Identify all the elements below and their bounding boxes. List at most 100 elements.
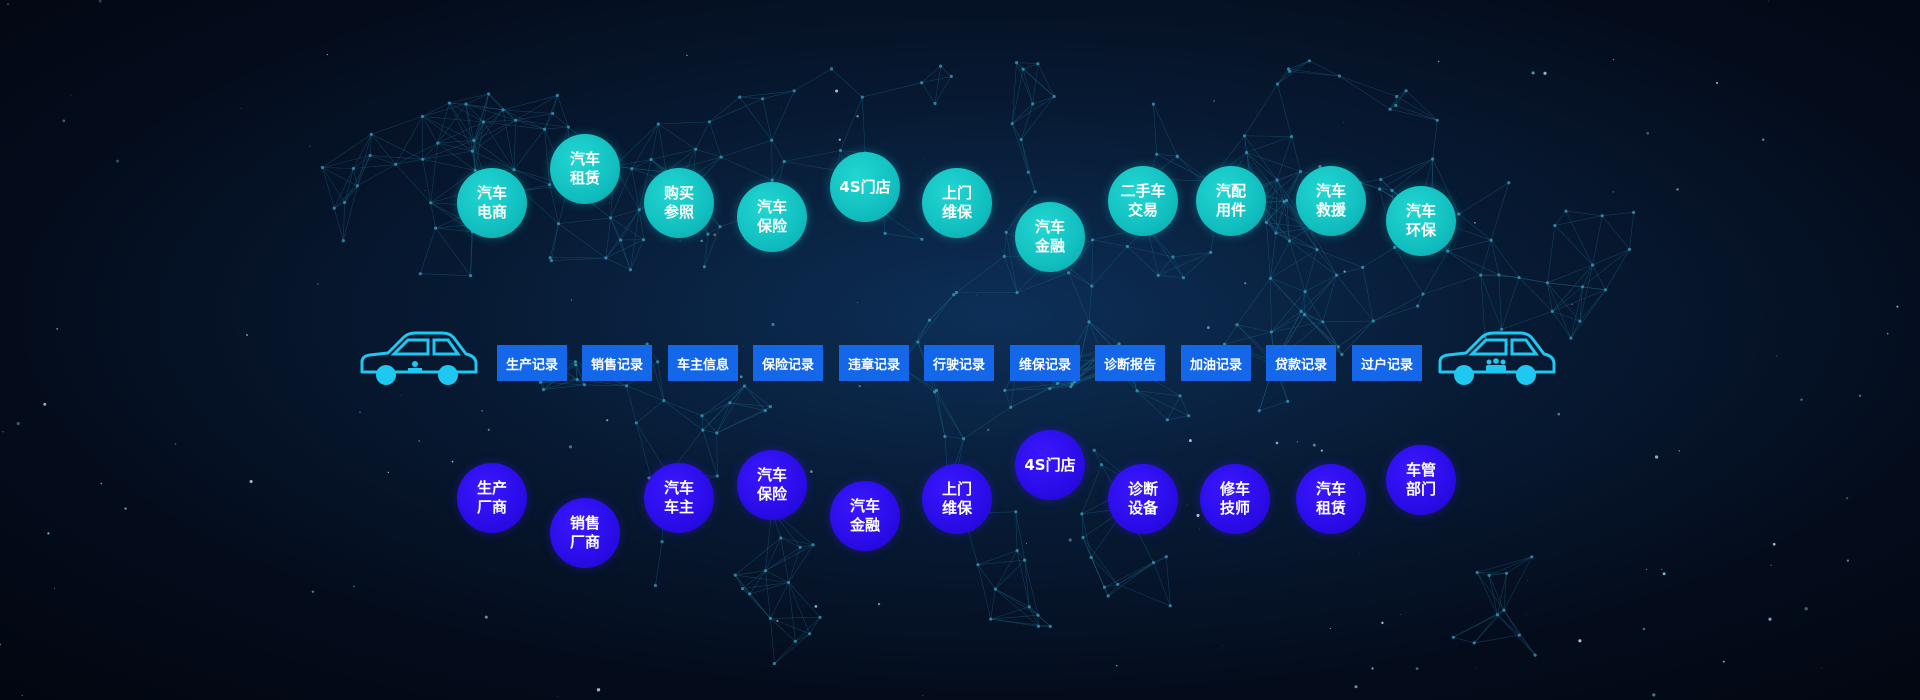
- service-bubble-car-environmental[interactable]: 汽车 环保: [1386, 186, 1456, 256]
- network-link: [1016, 272, 1069, 293]
- network-link: [437, 140, 474, 144]
- network-link: [1004, 390, 1011, 408]
- network-link: [1488, 575, 1505, 611]
- network-link: [885, 233, 922, 240]
- record-violation[interactable]: 违章记录: [839, 345, 909, 381]
- network-link: [1246, 152, 1285, 202]
- network-link: [422, 102, 450, 117]
- service-bubble-car-rental[interactable]: 汽车 租赁: [550, 134, 620, 204]
- network-node: [738, 95, 742, 99]
- party-bubble-car-finance[interactable]: 汽车 金融: [830, 481, 900, 551]
- network-link: [1458, 182, 1509, 215]
- network-link: [1498, 274, 1502, 330]
- party-bubble-diagnostic-device[interactable]: 诊断 设备: [1108, 464, 1178, 534]
- network-node: [1286, 399, 1290, 403]
- network-link: [344, 155, 371, 203]
- record-transfer[interactable]: 过户记录: [1352, 345, 1422, 381]
- network-link: [422, 159, 476, 171]
- star: [1275, 441, 1279, 445]
- service-bubble-car-finance[interactable]: 汽车 金融: [1015, 202, 1085, 272]
- service-bubble-used-car-trade[interactable]: 二手车 交易: [1108, 166, 1178, 236]
- network-node: [551, 111, 555, 116]
- service-bubble-4s-store[interactable]: 4S门店: [830, 152, 900, 222]
- network-node: [1155, 152, 1159, 156]
- network-link: [420, 228, 436, 274]
- network-link: [663, 400, 703, 431]
- network-node: [1393, 245, 1397, 250]
- record-production[interactable]: 生产记录: [497, 345, 567, 381]
- network-link: [620, 239, 631, 270]
- network-link: [1117, 562, 1154, 585]
- party-bubble-dealer[interactable]: 销售 厂商: [550, 498, 620, 568]
- party-bubble-car-insurance[interactable]: 汽车 保险: [737, 450, 807, 520]
- service-bubble-home-maintenance[interactable]: 上门 维保: [922, 168, 992, 238]
- party-bubble-car-rental[interactable]: 汽车 租赁: [1296, 464, 1366, 534]
- service-bubble-car-ecommerce[interactable]: 汽车 电商: [457, 168, 527, 238]
- record-maintenance[interactable]: 维保记录: [1010, 345, 1080, 381]
- service-bubble-purchase-reference[interactable]: 购买 参照: [644, 168, 714, 238]
- network-node: [1090, 284, 1094, 288]
- network-link: [1137, 390, 1181, 397]
- network-node: [838, 148, 843, 153]
- network-node: [798, 545, 802, 549]
- network-node: [1151, 102, 1155, 106]
- network-link: [1022, 63, 1039, 70]
- party-bubble-vehicle-admin[interactable]: 车管 部门: [1386, 445, 1456, 515]
- star: [1762, 138, 1765, 141]
- network-link: [749, 570, 766, 595]
- star: [1557, 412, 1561, 416]
- network-link: [1005, 191, 1036, 233]
- party-bubble-car-owner[interactable]: 汽车 车主: [644, 463, 714, 533]
- network-link: [1015, 511, 1025, 561]
- record-loan[interactable]: 贷款记录: [1266, 345, 1336, 381]
- party-bubble-4s-store[interactable]: 4S门店: [1015, 430, 1085, 500]
- network-link: [1309, 60, 1340, 77]
- record-insurance[interactable]: 保险记录: [753, 345, 823, 381]
- network-node: [481, 120, 486, 124]
- network-link: [1091, 239, 1093, 287]
- network-link: [1417, 293, 1424, 307]
- network-link: [977, 564, 991, 620]
- network-link: [716, 385, 745, 434]
- network-link: [1552, 286, 1583, 312]
- star: [1642, 627, 1646, 631]
- network-link: [449, 93, 489, 104]
- record-owner-info[interactable]: 车主信息: [668, 345, 738, 381]
- network-link: [831, 68, 863, 98]
- network-node: [1181, 276, 1185, 280]
- star: [400, 394, 402, 396]
- network-link: [788, 582, 821, 618]
- network-node: [1504, 571, 1509, 575]
- network-node: [1002, 254, 1006, 258]
- network-node: [1517, 275, 1521, 280]
- network-link: [422, 116, 473, 152]
- service-bubble-car-insurance[interactable]: 汽车 保险: [737, 182, 807, 252]
- network-link: [515, 95, 558, 121]
- network-link: [739, 96, 763, 100]
- record-diagnosis-report[interactable]: 诊断报告: [1095, 345, 1165, 381]
- record-refueling[interactable]: 加油记录: [1181, 345, 1251, 381]
- network-link: [788, 582, 810, 634]
- network-link: [658, 123, 696, 150]
- network-node: [1117, 342, 1121, 346]
- network-link: [1360, 182, 1380, 190]
- party-bubble-mechanic[interactable]: 修车 技师: [1200, 464, 1270, 534]
- network-link: [521, 184, 550, 191]
- record-sales[interactable]: 销售记录: [582, 345, 652, 381]
- party-bubble-manufacturer[interactable]: 生产 厂商: [457, 463, 527, 533]
- network-node: [1302, 313, 1307, 317]
- network-link: [1020, 139, 1036, 192]
- network-link: [1453, 614, 1498, 638]
- party-bubble-home-maintenance[interactable]: 上门 维保: [922, 464, 992, 534]
- network-node: [702, 265, 707, 269]
- network-link: [1068, 272, 1092, 287]
- network-node: [548, 256, 552, 260]
- service-bubble-roadside-rescue[interactable]: 汽车 救援: [1296, 166, 1366, 236]
- network-link: [1260, 202, 1290, 242]
- service-bubble-auto-parts[interactable]: 汽配 用件: [1196, 166, 1266, 236]
- network-node: [1500, 327, 1504, 331]
- network-node: [1288, 69, 1292, 73]
- network-link: [1476, 572, 1505, 611]
- record-driving[interactable]: 行驶记录: [924, 345, 994, 381]
- network-link: [333, 168, 354, 209]
